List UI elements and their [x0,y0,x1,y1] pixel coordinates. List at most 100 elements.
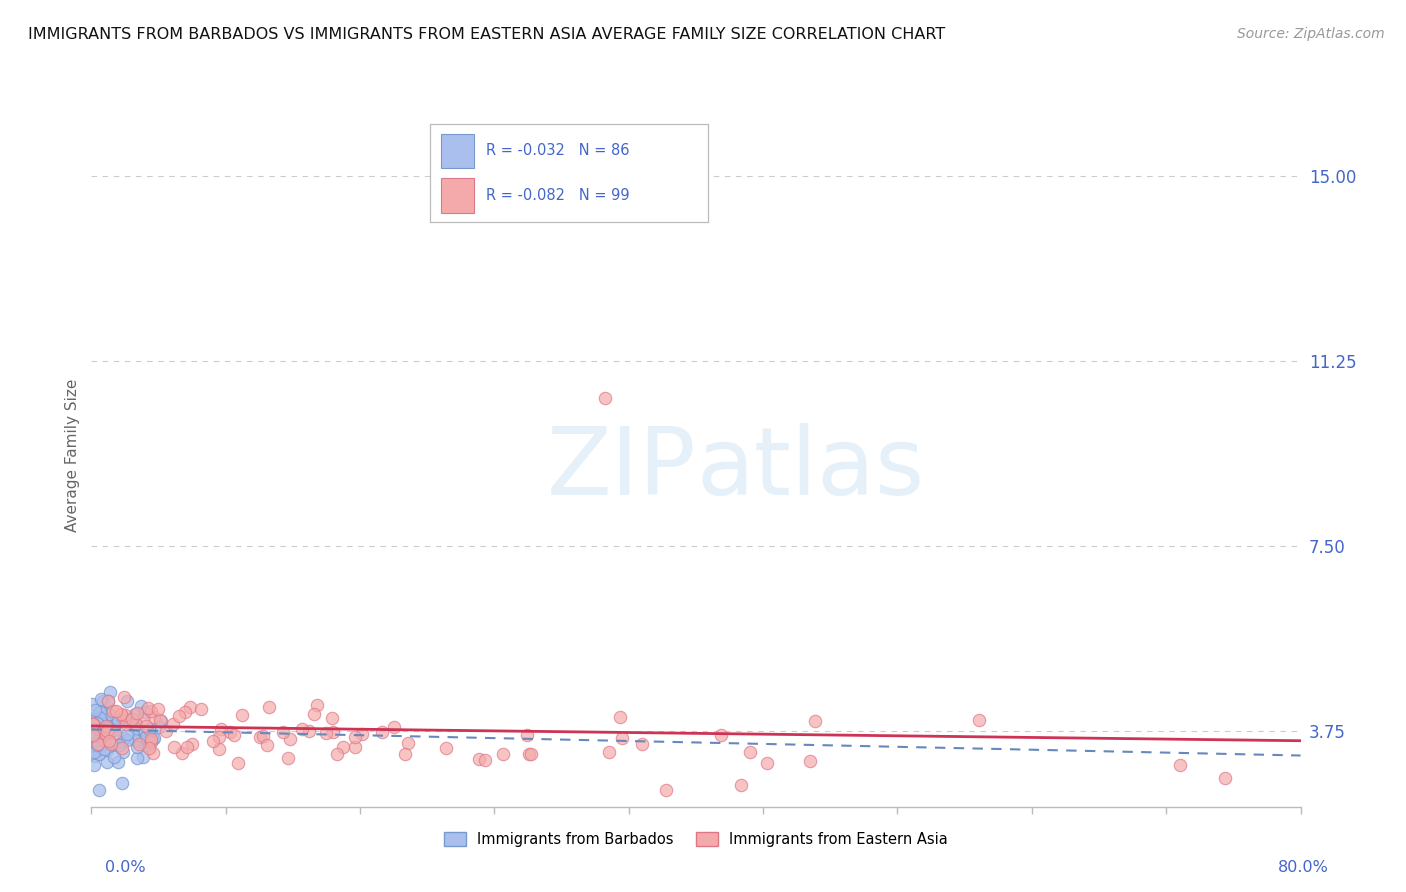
Point [201,734,224,748]
Point [97,717,120,731]
Point [132,712,155,726]
Point [631,737,654,751]
Point [162,716,184,731]
Point [93,733,115,747]
Point [139,731,162,746]
Point [82,729,104,743]
Point [103,719,125,733]
Point [104,725,127,739]
Point [134,725,156,739]
Point [93,742,115,756]
Point [98,734,121,748]
Point [98,724,121,739]
Point [89,742,111,756]
Text: IMMIGRANTS FROM BARBADOS VS IMMIGRANTS FROM EASTERN ASIA AVERAGE FAMILY SIZE COR: IMMIGRANTS FROM BARBADOS VS IMMIGRANTS F… [28,27,945,42]
Point [609,710,631,724]
Point [83,729,105,743]
Point [87,783,110,797]
Point [86,738,108,752]
Point [142,731,165,745]
Point [259,700,281,714]
Point [135,730,157,744]
Point [115,694,138,708]
Point [138,701,160,715]
Point [87,739,110,753]
Point [107,714,129,728]
Point [82,728,104,742]
Point [128,737,150,751]
Legend: Immigrants from Barbados, Immigrants from Eastern Asia: Immigrants from Barbados, Immigrants fro… [439,826,953,853]
Point [231,707,253,722]
Point [89,705,111,719]
Point [134,705,156,719]
Point [124,719,146,733]
Point [125,750,148,764]
Point [146,702,169,716]
Point [143,710,166,724]
Point [710,728,733,742]
Point [371,725,394,739]
Point [83,703,105,717]
Point [1213,771,1236,785]
Point [111,775,132,789]
Point [98,721,121,735]
Point [132,734,155,748]
Point [209,722,232,736]
Point [96,724,118,739]
Point [87,737,110,751]
Text: 0.0%: 0.0% [105,860,146,874]
Point [124,733,146,747]
Point [322,724,344,739]
Point [97,694,120,708]
Point [104,714,127,729]
Point [86,709,108,723]
Point [89,711,111,725]
Point [799,754,821,768]
Point [84,748,107,763]
Point [125,739,148,754]
Point [100,737,122,751]
Point [91,723,114,738]
Point [655,783,678,797]
Point [97,694,120,708]
Point [87,716,110,731]
Point [249,731,271,745]
Point [142,746,165,760]
Point [103,749,125,764]
Point [91,732,114,747]
Point [382,720,405,734]
Point [103,723,125,738]
Point [111,741,134,756]
Point [90,691,112,706]
Point [519,747,541,762]
Point [84,736,107,750]
Point [86,715,108,730]
Point [343,730,366,744]
Point [90,710,112,724]
Point [163,740,186,755]
Point [104,704,127,718]
Point [169,709,191,723]
Point [149,713,172,727]
Point [804,714,827,728]
Point [474,753,496,767]
Point [149,714,172,728]
Point [252,729,274,743]
Point [125,717,148,731]
Point [141,735,163,749]
Point [117,732,139,747]
Point [740,745,762,759]
Text: atlas: atlas [696,423,924,515]
Point [967,713,990,727]
Point [89,731,111,746]
Point [114,708,136,723]
Point [434,741,457,756]
Point [226,756,249,770]
Point [127,706,149,720]
Point [82,716,104,731]
Point [82,724,104,739]
Point [468,752,491,766]
Point [93,712,115,726]
Point [174,705,197,719]
Point [87,723,110,737]
